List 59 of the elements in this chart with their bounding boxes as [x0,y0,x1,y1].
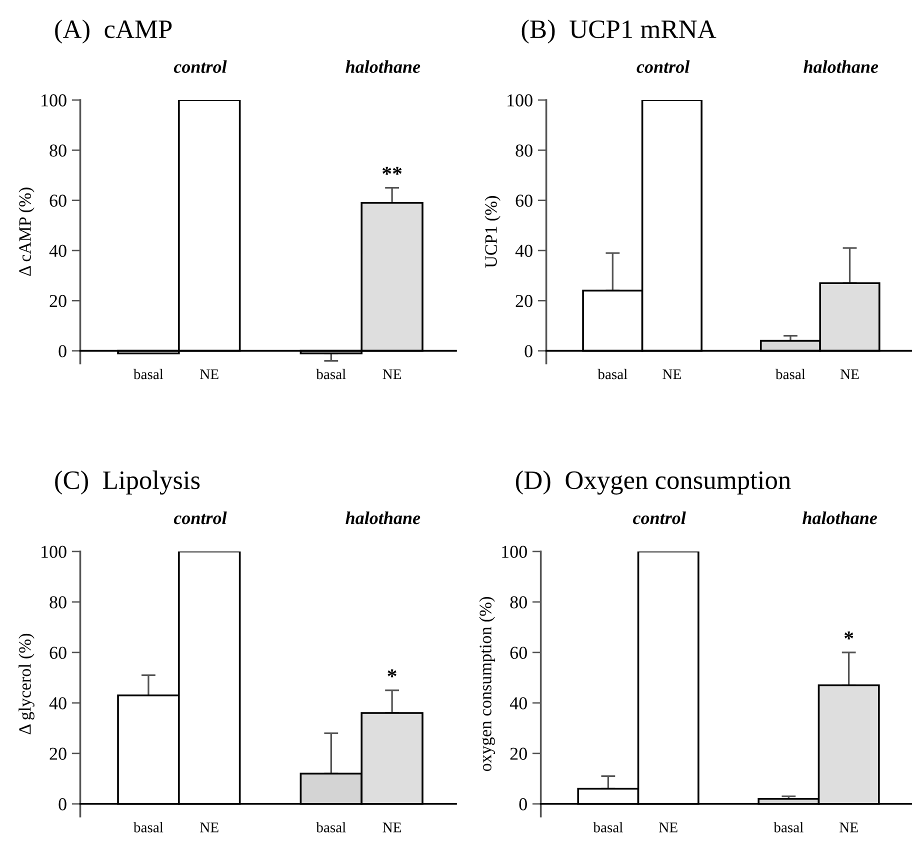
y-tick-label: 80 [50,144,66,157]
y-axis-title: UCP1 (%) [484,196,500,268]
x-tick-label: NE [200,822,218,832]
chart-title: (D) Oxygen consumption [516,470,791,495]
x-tick-label: NE [382,822,402,832]
text: control [174,511,227,524]
data-label: ** [382,166,402,175]
x-tick-label: basal [316,822,346,832]
y-tick-label: 40 [49,244,66,257]
x-tick-label: NE [382,370,402,380]
y-tick-label: 0 [519,798,527,810]
x-tick-label: basal [133,822,164,832]
x-tick-label: basal [593,822,623,832]
y-tick-label: 80 [510,596,527,608]
x-tick-label: basal [133,368,164,380]
text: control [636,60,690,73]
y-tick-label: 40 [49,697,66,710]
x-tick-label: basal [776,368,806,380]
data-label: * [844,631,854,640]
y-tick-label: 20 [50,294,66,308]
y-tick-label: 0 [58,345,66,358]
text: halothane [346,60,420,73]
y-axis-title: oxygen consumption (%) [479,597,495,772]
data-label: * [388,669,396,678]
y-tick-label: 20 [510,748,527,760]
y-tick-label: 80 [516,144,532,157]
chart-title: (A) cAMP [55,20,172,44]
chart-title: (C) Lipolysis [55,470,200,495]
y-tick-label: 40 [515,244,532,257]
x-tick-label: NE [840,370,859,380]
y-tick-label: 20 [516,294,532,308]
y-tick-label: 60 [50,194,66,207]
x-tick-label: NE [659,822,678,832]
text: halothane [804,60,878,73]
text: halothane [346,511,420,524]
y-axis-title: Δ glycerol (%) [18,634,34,734]
y-tick-label: 60 [50,646,66,659]
x-tick-label: NE [840,822,858,832]
text: halothane [802,511,878,524]
x-tick-label: basal [316,368,346,380]
y-tick-label: 60 [516,194,532,207]
chart-title: (B) UCP1 mRNA [522,20,716,44]
y-axis-title: Δ cAMP (%) [18,188,34,276]
x-tick-label: NE [662,370,681,380]
y-tick-label: 100 [42,94,66,106]
y-tick-label: 60 [510,646,527,659]
text: control [174,60,227,73]
x-tick-label: basal [598,368,628,380]
y-tick-label: 100 [508,94,532,106]
y-tick-label: 0 [58,798,66,810]
y-tick-label: 80 [50,596,66,608]
y-tick-label: 20 [50,748,66,760]
text: control [633,511,686,524]
x-tick-label: NE [200,370,218,380]
x-tick-label: basal [774,822,804,832]
y-tick-label: 100 [502,546,527,558]
y-tick-label: 100 [42,546,66,558]
y-tick-label: 40 [510,697,527,710]
y-tick-label: 0 [524,345,532,358]
